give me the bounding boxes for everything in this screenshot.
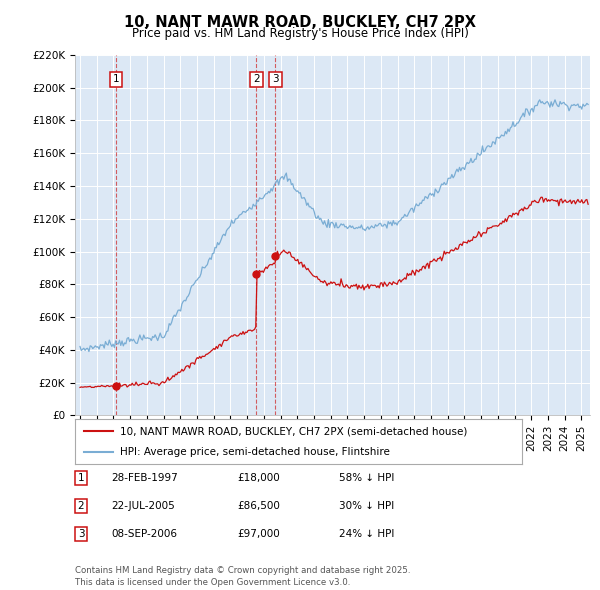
- Text: £97,000: £97,000: [237, 529, 280, 539]
- Text: 10, NANT MAWR ROAD, BUCKLEY, CH7 2PX: 10, NANT MAWR ROAD, BUCKLEY, CH7 2PX: [124, 15, 476, 30]
- Text: 58% ↓ HPI: 58% ↓ HPI: [339, 473, 394, 483]
- Text: 08-SEP-2006: 08-SEP-2006: [111, 529, 177, 539]
- Text: 3: 3: [272, 74, 279, 84]
- Text: £18,000: £18,000: [237, 473, 280, 483]
- Text: 30% ↓ HPI: 30% ↓ HPI: [339, 501, 394, 511]
- Text: Contains HM Land Registry data © Crown copyright and database right 2025.
This d: Contains HM Land Registry data © Crown c…: [75, 566, 410, 587]
- Text: 1: 1: [77, 473, 85, 483]
- Text: HPI: Average price, semi-detached house, Flintshire: HPI: Average price, semi-detached house,…: [120, 447, 389, 457]
- Text: 2: 2: [77, 501, 85, 511]
- Text: 22-JUL-2005: 22-JUL-2005: [111, 501, 175, 511]
- Text: 1: 1: [113, 74, 119, 84]
- Text: 2: 2: [253, 74, 260, 84]
- Text: 10, NANT MAWR ROAD, BUCKLEY, CH7 2PX (semi-detached house): 10, NANT MAWR ROAD, BUCKLEY, CH7 2PX (se…: [120, 426, 467, 436]
- Text: £86,500: £86,500: [237, 501, 280, 511]
- Text: 3: 3: [77, 529, 85, 539]
- Text: Price paid vs. HM Land Registry's House Price Index (HPI): Price paid vs. HM Land Registry's House …: [131, 27, 469, 40]
- Text: 24% ↓ HPI: 24% ↓ HPI: [339, 529, 394, 539]
- Text: 28-FEB-1997: 28-FEB-1997: [111, 473, 178, 483]
